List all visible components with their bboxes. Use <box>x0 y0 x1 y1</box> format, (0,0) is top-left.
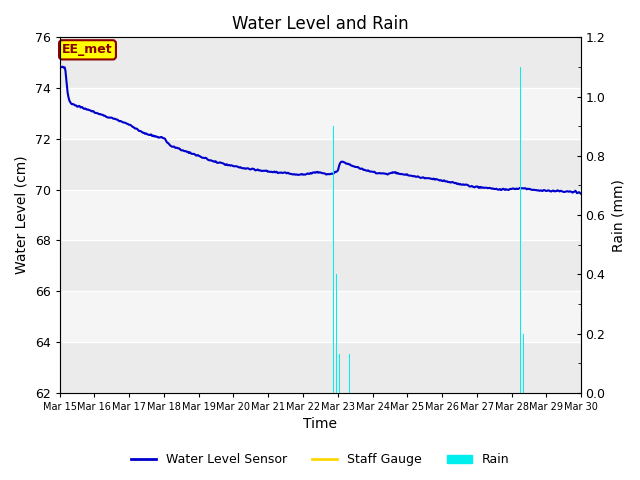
Y-axis label: Water Level (cm): Water Level (cm) <box>15 156 29 275</box>
Bar <box>60 240 581 291</box>
Bar <box>60 190 581 240</box>
Text: EE_met: EE_met <box>62 43 113 56</box>
Y-axis label: Rain (mm): Rain (mm) <box>611 179 625 252</box>
Bar <box>60 37 581 88</box>
Title: Water Level and Rain: Water Level and Rain <box>232 15 409 33</box>
Legend: Water Level Sensor, Staff Gauge, Rain: Water Level Sensor, Staff Gauge, Rain <box>125 448 515 471</box>
Bar <box>60 88 581 139</box>
Bar <box>60 291 581 342</box>
X-axis label: Time: Time <box>303 418 337 432</box>
Bar <box>60 342 581 393</box>
Bar <box>60 139 581 190</box>
